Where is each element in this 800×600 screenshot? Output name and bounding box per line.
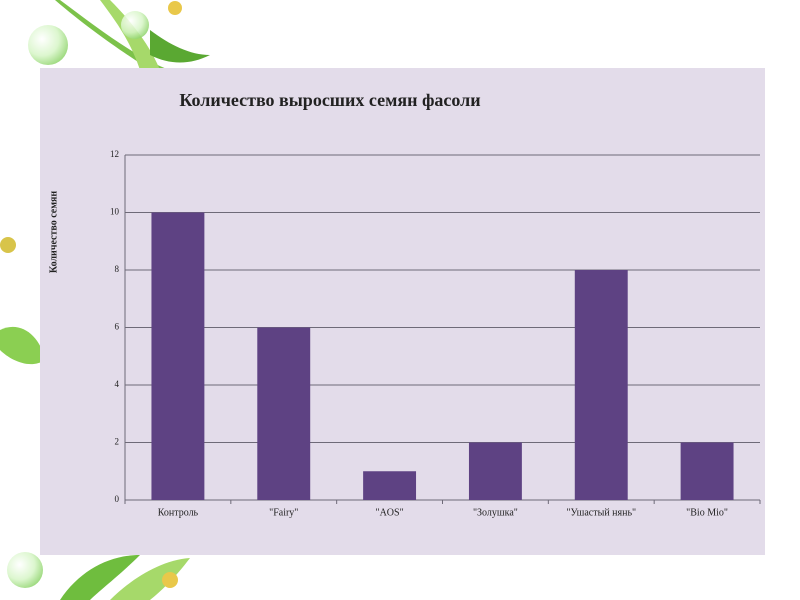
x-tick-label: "Fairy": [269, 507, 298, 518]
chart-title: Количество выросших семян фасоли: [179, 90, 480, 110]
x-tick-label: "Золушка": [473, 507, 518, 518]
x-tick-label: Контроль: [158, 507, 199, 518]
y-axis-label: Количество семян: [48, 191, 59, 274]
y-tick-label: 2: [115, 437, 120, 447]
bar: [574, 270, 628, 500]
bar: [468, 442, 522, 500]
y-tick-label: 4: [115, 379, 120, 389]
y-tick-label: 12: [110, 149, 119, 159]
x-tick-label: "Ушастый нянь": [566, 507, 636, 518]
y-tick-label: 10: [110, 207, 120, 217]
bar: [257, 327, 311, 500]
bar: [363, 471, 417, 500]
bar: [680, 442, 734, 500]
y-tick-label: 0: [115, 494, 120, 504]
decoration: [0, 0, 210, 600]
bar: [151, 212, 205, 500]
y-tick-label: 6: [115, 322, 120, 332]
plot: 0 2 4 6 8 10 12 Контроль "Fairy" "AOS" "Золушка" "У…: [110, 149, 761, 518]
x-tick-label: "AOS": [375, 507, 403, 518]
x-tick-label: "Bio Mio": [686, 507, 728, 518]
y-tick-label: 8: [115, 264, 120, 274]
